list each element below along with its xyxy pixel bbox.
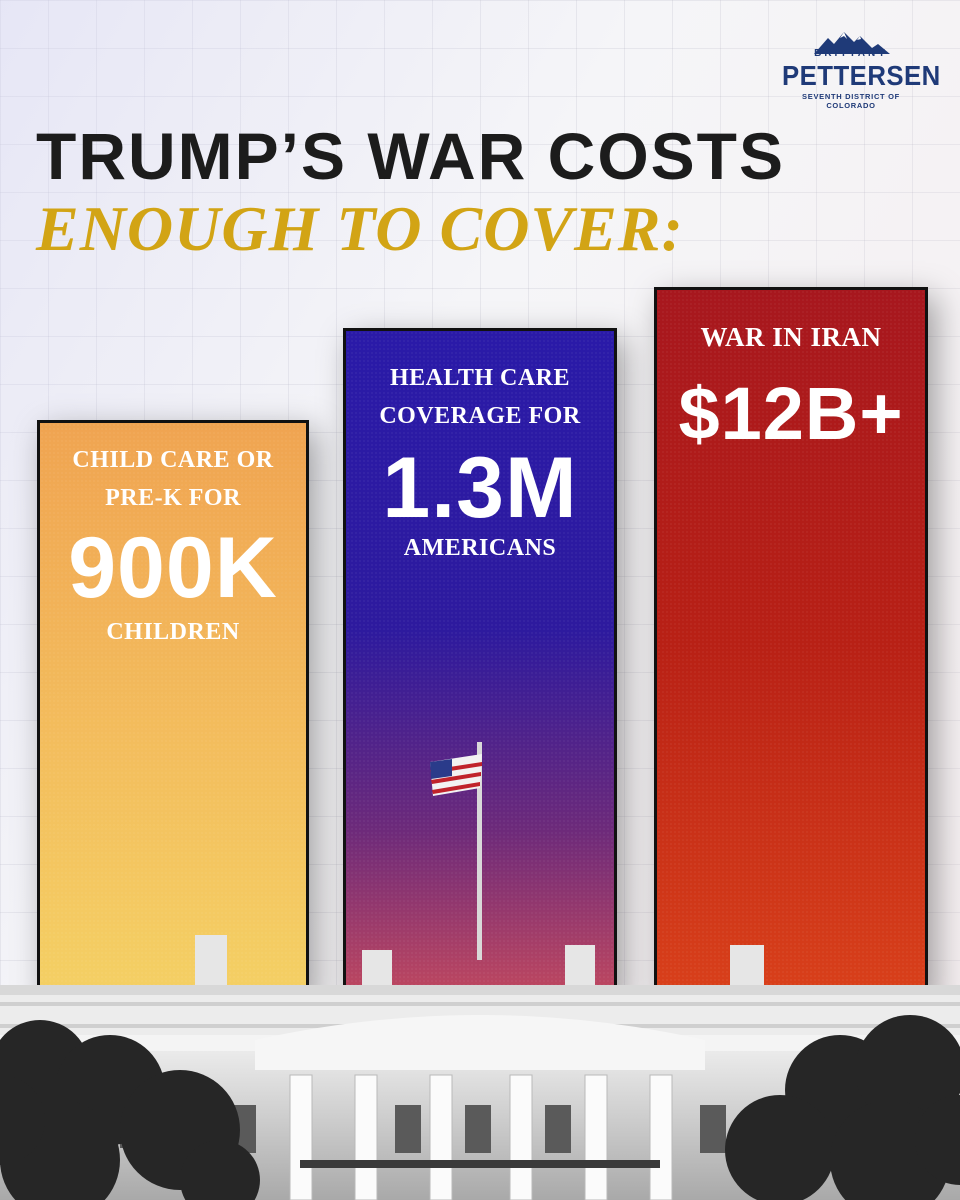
child-care-sublabel: CHILDREN <box>106 619 240 645</box>
headline-line-1: TRUMP’S WAR COSTS <box>36 119 786 193</box>
war-in-iran-figure: $12B+ <box>678 372 904 455</box>
health-care-figure: 1.3M <box>382 440 578 536</box>
child-care-bar: CHILD CARE OR PRE-K FOR 900K CHILDREN <box>37 420 309 1000</box>
child-care-label: CHILD CARE OR PRE-K FOR <box>72 447 274 511</box>
logo-last-name: PETTERSEN <box>782 60 941 91</box>
logo-first-name: BRITTANY <box>814 48 888 59</box>
trees-left <box>0 1020 260 1200</box>
logo-district: SEVENTH DISTRICT OF COLORADO <box>802 92 900 110</box>
white-house-image <box>0 742 960 1200</box>
mountain-icon <box>814 32 890 54</box>
headline-line-2: ENOUGH TO COVER: <box>36 193 684 264</box>
flag-icon <box>430 742 482 960</box>
trees-right <box>725 1015 960 1200</box>
health-care-sublabel: AMERICANS <box>403 535 557 561</box>
health-care-label: HEALTH CARE COVERAGE FOR <box>379 365 581 429</box>
child-care-figure: 900K <box>68 520 278 616</box>
war-in-iran-label: WAR IN IRAN <box>700 322 882 352</box>
war-in-iran-bar: WAR IN IRAN $12B+ <box>654 287 928 1000</box>
pettersen-logo: BRITTANY PETTERSEN SEVENTH DISTRICT OF C… <box>776 30 941 110</box>
